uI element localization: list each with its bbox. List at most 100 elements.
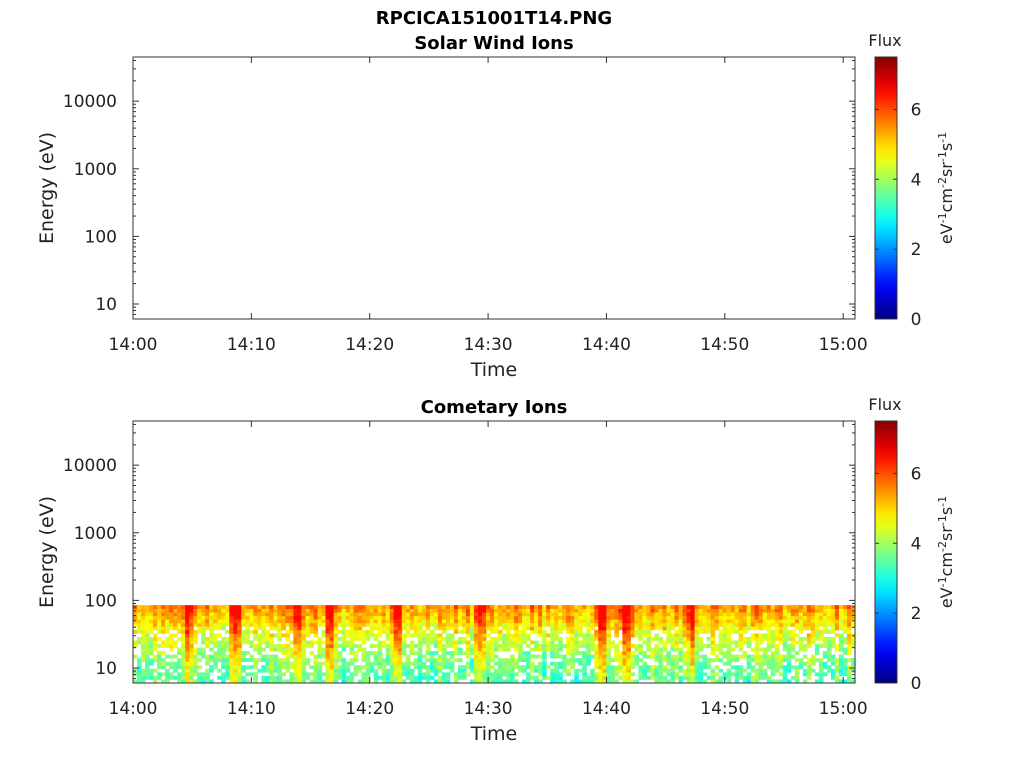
flux-cell [193, 658, 198, 663]
flux-cell [506, 644, 511, 648]
flux-cell [413, 629, 419, 634]
flux-cell [822, 612, 828, 617]
flux-cell [718, 647, 724, 652]
flux-cell [506, 612, 511, 617]
flux-cell [690, 658, 696, 663]
flux-cell [385, 615, 391, 620]
flux-cell [209, 608, 214, 613]
flux-cell [530, 622, 535, 627]
flux-cell [750, 615, 756, 620]
flux-cell [381, 615, 387, 620]
flux-cell [145, 675, 150, 680]
flux-cell [489, 615, 495, 620]
flux-cell [437, 668, 443, 673]
flux-cell [494, 647, 499, 652]
y-tick-label: 1000 [74, 160, 117, 180]
flux-cell [690, 654, 696, 659]
flux-cell [229, 608, 234, 613]
flux-cell [550, 640, 555, 645]
flux-cell [806, 640, 812, 645]
flux-cell [830, 668, 836, 673]
flux-cell [405, 644, 411, 648]
flux-cell [269, 612, 274, 617]
flux-cell [301, 640, 307, 645]
flux-cell [437, 675, 443, 680]
flux-cell [445, 672, 451, 677]
flux-cell [337, 629, 343, 634]
flux-cell [770, 640, 776, 645]
flux-cell [385, 608, 391, 613]
flux-cell [197, 675, 202, 680]
flux-cell [317, 637, 323, 641]
flux-cell [389, 612, 395, 617]
flux-cell [249, 644, 254, 648]
flux-cell [546, 608, 551, 613]
flux-cell [634, 608, 639, 613]
flux-cell [229, 612, 234, 617]
flux-cell [349, 675, 355, 680]
flux-cell [550, 644, 555, 648]
flux-cell [818, 661, 824, 666]
flux-cell [297, 622, 303, 627]
flux-cell [818, 622, 824, 627]
flux-cell [289, 629, 295, 634]
flux-cell [742, 679, 748, 684]
flux-cell [794, 668, 800, 673]
flux-cell [281, 605, 287, 609]
flux-cell [233, 629, 238, 634]
flux-cell [578, 622, 583, 627]
flux-cell [425, 619, 431, 624]
flux-cell [441, 675, 447, 680]
flux-cell [698, 668, 704, 673]
flux-cell [485, 605, 491, 609]
flux-cell [245, 612, 250, 617]
flux-cell [277, 615, 283, 620]
flux-cell [570, 622, 575, 627]
flux-cell [469, 633, 475, 638]
flux-cell [237, 654, 242, 659]
flux-cell [213, 644, 218, 648]
flux-cell [818, 658, 824, 663]
flux-cell [774, 661, 780, 666]
flux-cell [401, 608, 407, 613]
flux-cell [249, 608, 254, 613]
flux-cell [694, 665, 700, 670]
flux-cell [682, 644, 688, 648]
flux-cell [189, 679, 194, 684]
flux-cell [209, 637, 214, 641]
flux-cell [674, 615, 680, 620]
flux-cell [265, 665, 270, 670]
flux-cell [634, 658, 639, 663]
flux-cell [145, 615, 150, 620]
flux-cell [806, 658, 812, 663]
flux-cell [149, 637, 154, 641]
flux-cell [397, 619, 403, 624]
flux-cell [449, 615, 455, 620]
flux-cell [694, 608, 700, 613]
flux-cell [518, 654, 523, 659]
flux-cell [361, 629, 367, 634]
unit-exponent: -1 [936, 212, 949, 223]
flux-cell [602, 619, 607, 624]
flux-cell [506, 640, 511, 645]
flux-cell [586, 619, 591, 624]
flux-cell [682, 672, 688, 677]
flux-cell [754, 633, 760, 638]
flux-cell [213, 651, 218, 655]
flux-cell [149, 672, 154, 677]
flux-cell [253, 626, 258, 631]
flux-cell [694, 658, 700, 663]
flux-cell [133, 679, 138, 684]
flux-cell [678, 608, 684, 613]
flux-cell [578, 615, 583, 620]
flux-cell [790, 608, 796, 613]
flux-cell [221, 647, 226, 652]
flux-cell [473, 679, 479, 684]
flux-cell [201, 672, 206, 677]
flux-cell [381, 675, 387, 680]
flux-cell [506, 622, 511, 627]
flux-cell [293, 615, 299, 620]
flux-cell [754, 679, 760, 684]
flux-cell [425, 637, 431, 641]
flux-cell [790, 675, 796, 680]
